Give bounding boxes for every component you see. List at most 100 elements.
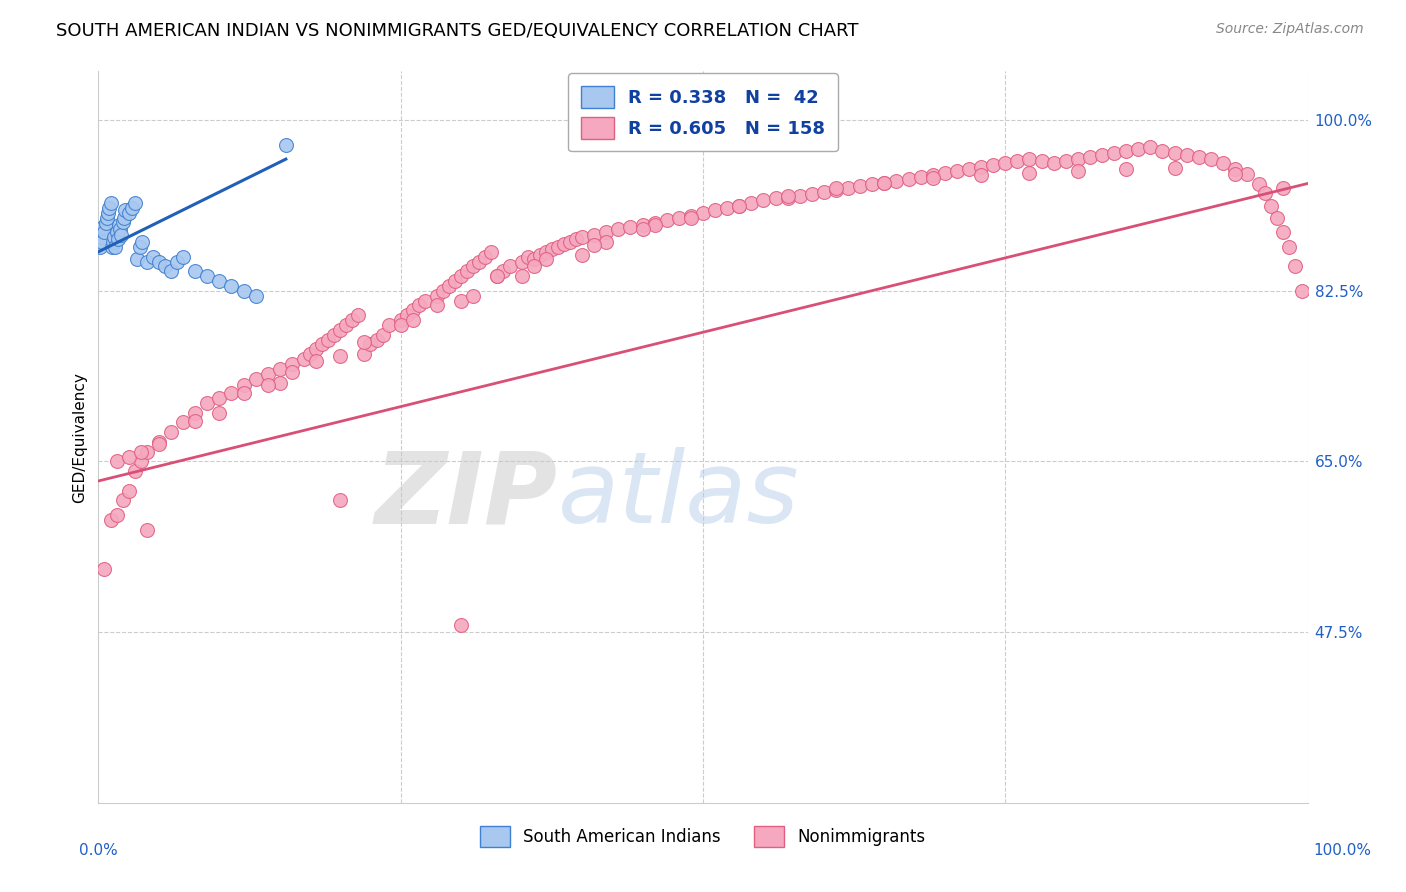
Point [1067, 164, 1090, 178]
Point [360, 337, 382, 351]
Point [1249, 177, 1271, 191]
Point [752, 193, 775, 207]
Point [619, 220, 641, 235]
Point [1199, 152, 1222, 166]
Point [107, 232, 129, 246]
Point [221, 279, 243, 293]
Point [444, 274, 467, 288]
Text: atlas: atlas [558, 447, 800, 544]
Point [728, 199, 751, 213]
Point [463, 288, 485, 302]
Point [1272, 181, 1295, 195]
Point [426, 288, 449, 302]
Point [1278, 240, 1301, 254]
Point [540, 242, 562, 256]
Point [108, 222, 131, 236]
Text: 100.0%: 100.0% [1313, 843, 1372, 858]
Point [118, 206, 141, 220]
Point [825, 181, 848, 195]
Point [921, 170, 943, 185]
Point [89, 240, 111, 254]
Point [529, 248, 551, 262]
Point [1018, 166, 1040, 180]
Point [1212, 156, 1234, 170]
Point [1139, 140, 1161, 154]
Point [837, 181, 859, 195]
Text: Source: ZipAtlas.com: Source: ZipAtlas.com [1216, 22, 1364, 37]
Point [195, 269, 218, 284]
Point [232, 386, 254, 401]
Point [1254, 186, 1277, 201]
Point [970, 160, 993, 174]
Point [849, 179, 872, 194]
Point [148, 434, 170, 449]
Point [299, 347, 322, 361]
Point [468, 254, 491, 268]
Point [94, 215, 117, 229]
Point [1175, 148, 1198, 162]
Y-axis label: GED/Equivalency: GED/Equivalency [72, 372, 87, 502]
Point [342, 313, 364, 327]
Point [516, 250, 538, 264]
Point [131, 235, 153, 249]
Point [281, 357, 304, 371]
Point [184, 264, 207, 278]
Point [395, 308, 418, 322]
Point [232, 378, 254, 392]
Point [1102, 146, 1125, 161]
Point [655, 212, 678, 227]
Point [860, 178, 883, 192]
Point [1163, 146, 1185, 161]
Point [274, 137, 297, 152]
Point [1091, 148, 1114, 162]
Point [114, 202, 136, 217]
Point [910, 169, 932, 184]
Point [316, 333, 339, 347]
Point [1042, 156, 1064, 170]
Point [934, 166, 956, 180]
Point [335, 318, 357, 332]
Point [957, 161, 980, 176]
Point [1223, 161, 1246, 176]
Point [118, 483, 141, 498]
Point [921, 168, 943, 182]
Point [716, 201, 738, 215]
Point [329, 493, 352, 508]
Point [432, 284, 454, 298]
Point [789, 189, 811, 203]
Point [1236, 167, 1258, 181]
Point [347, 308, 370, 322]
Point [142, 250, 165, 264]
Point [371, 327, 394, 342]
Point [124, 464, 146, 478]
Point [800, 187, 823, 202]
Point [311, 337, 333, 351]
Point [776, 189, 799, 203]
Point [366, 333, 388, 347]
Point [402, 313, 425, 327]
Point [583, 238, 606, 252]
Point [408, 298, 430, 312]
Point [208, 391, 231, 405]
Point [450, 269, 472, 284]
Point [450, 618, 472, 632]
Point [547, 240, 569, 254]
Point [553, 237, 575, 252]
Point [127, 252, 149, 266]
Point [129, 454, 152, 468]
Point [1067, 152, 1090, 166]
Point [93, 225, 115, 239]
Point [1115, 145, 1137, 159]
Point [305, 354, 328, 368]
Point [534, 252, 557, 266]
Point [91, 220, 114, 235]
Text: 0.0%: 0.0% [79, 843, 118, 858]
Point [135, 254, 157, 268]
Point [873, 176, 896, 190]
Point [166, 254, 188, 268]
Point [644, 215, 666, 229]
Point [765, 191, 787, 205]
Point [1188, 150, 1211, 164]
Point [256, 367, 278, 381]
Point [534, 244, 557, 259]
